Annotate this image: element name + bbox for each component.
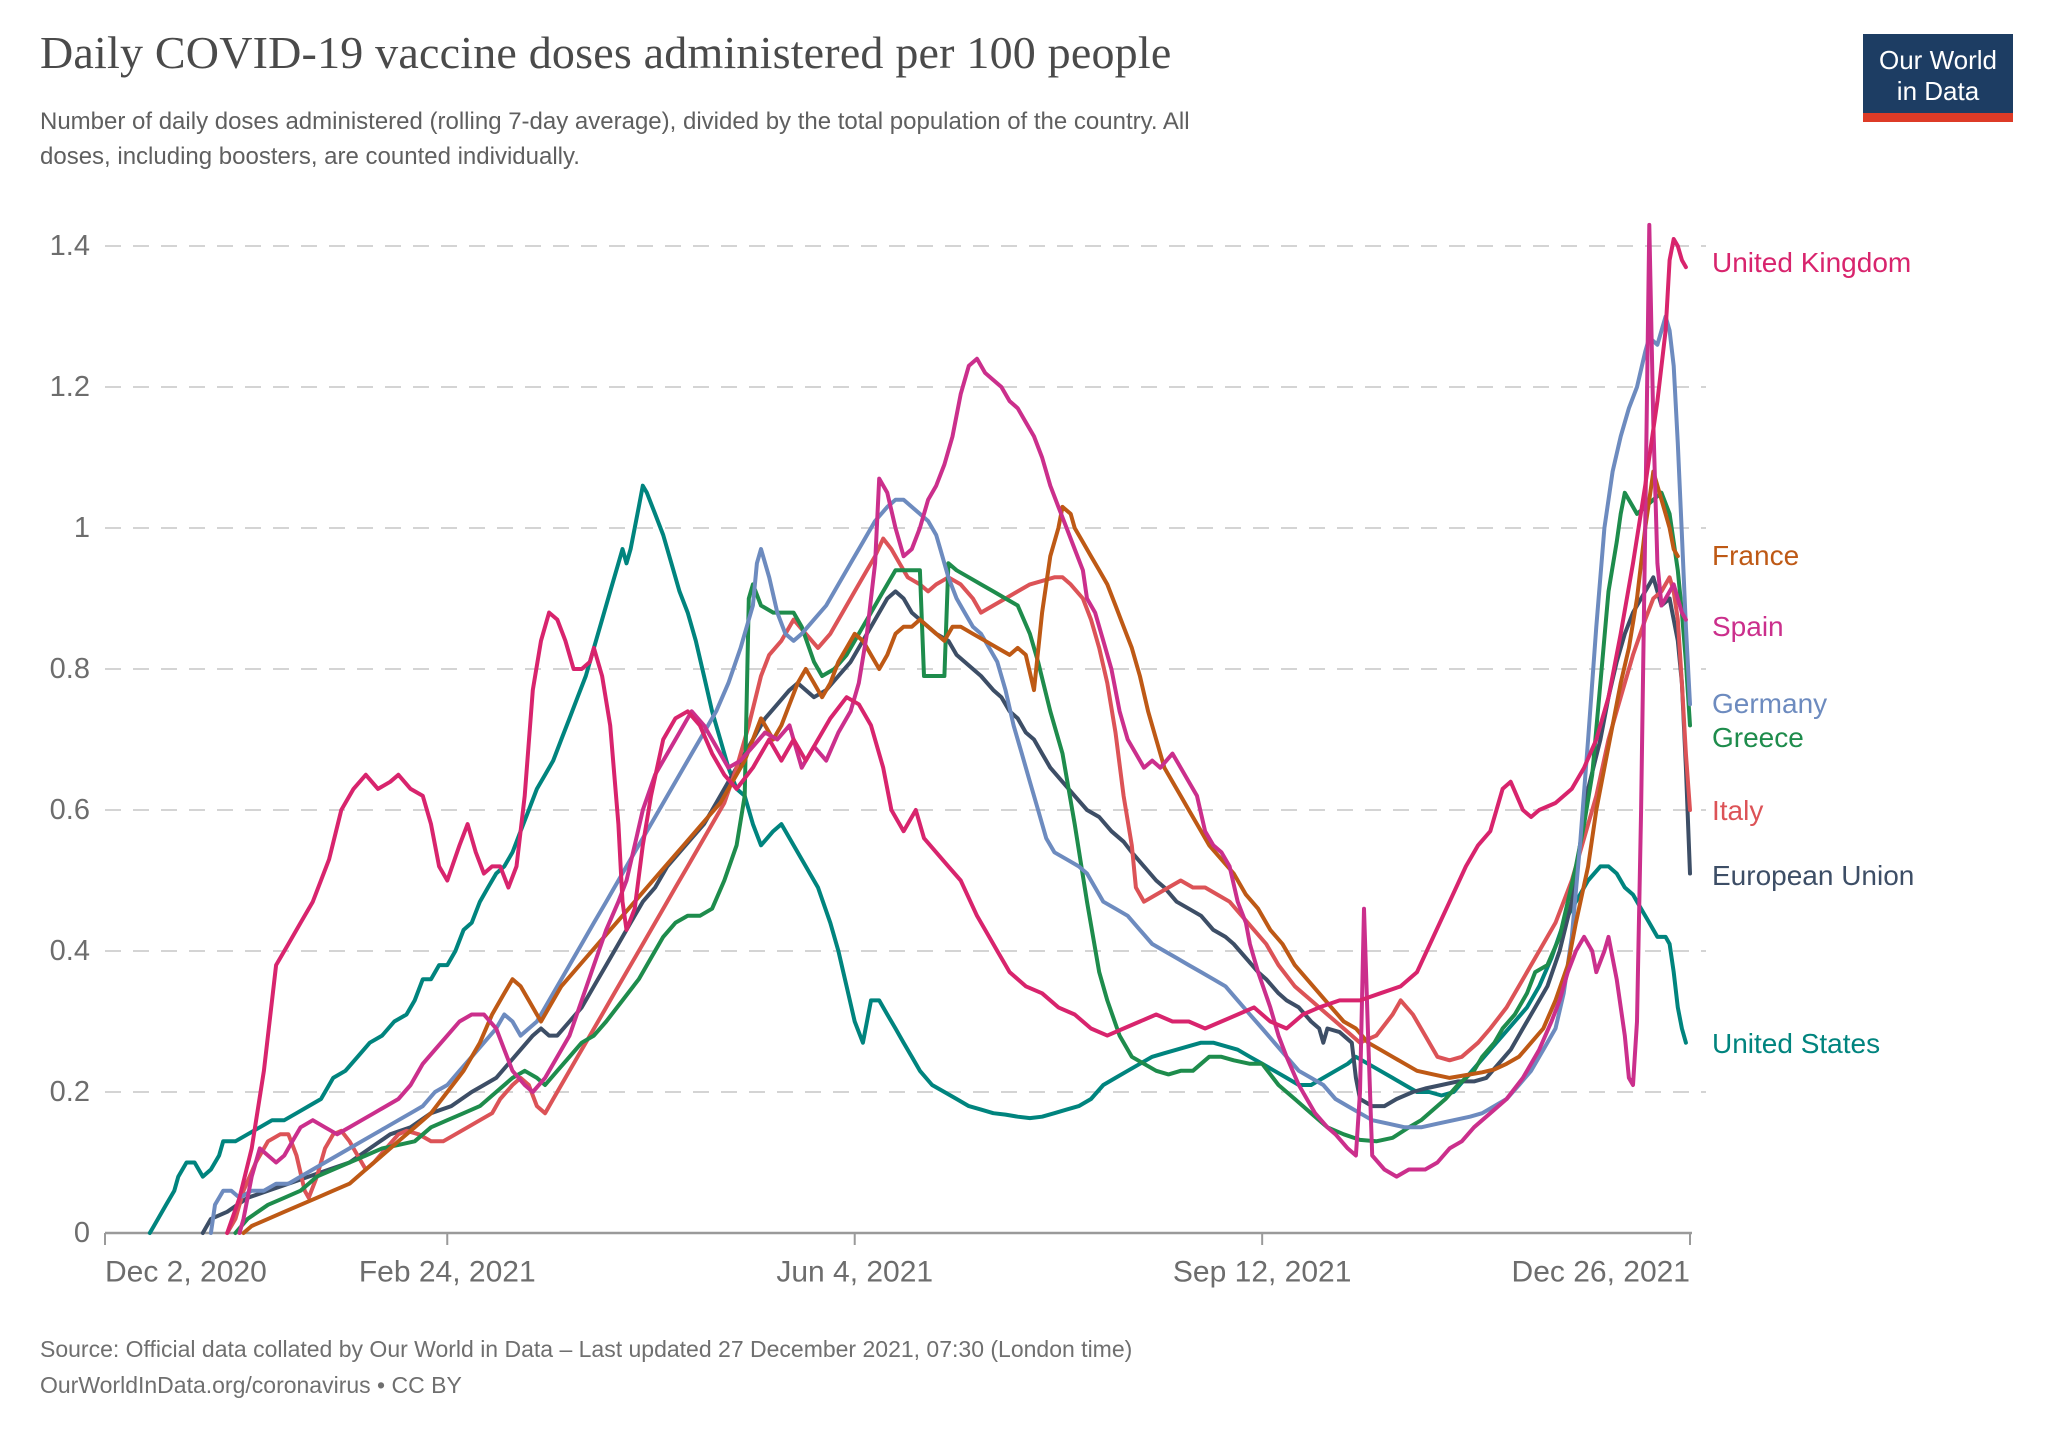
series-line-italy[interactable] (225, 536, 1692, 1235)
owid-logo-red-bar (1863, 113, 2013, 122)
legend-label-greece[interactable]: Greece (1712, 722, 1804, 753)
series-line-united-kingdom[interactable] (225, 237, 1688, 1235)
series-line-france[interactable] (241, 469, 1680, 1235)
owid-logo[interactable]: Our World in Data (1863, 34, 2013, 122)
owid-coronavirus-link[interactable]: OurWorldInData.org/coronavirus (40, 1372, 371, 1398)
x-axis-tick-label: Dec 26, 2021 (1512, 1256, 1690, 1289)
y-axis-tick-label: 0.8 (50, 653, 90, 685)
y-axis-tick-label: 1.4 (50, 230, 90, 262)
x-axis-tick-label: Feb 24, 2021 (359, 1256, 536, 1289)
legend-label-spain[interactable]: Spain (1712, 611, 1784, 642)
y-axis-tick-label: 0.6 (50, 794, 90, 826)
y-axis-tick-label: 0.2 (50, 1076, 90, 1108)
source-note: Source: Official data collated by Our Wo… (40, 1336, 1133, 1362)
owid-logo-line1: Our World (1879, 45, 1997, 75)
series-line-spain[interactable] (237, 222, 1688, 1235)
x-axis-tick-label: Dec 2, 2020 (105, 1256, 267, 1289)
owid-logo-line2: in Data (1896, 76, 1980, 106)
series-line-greece[interactable] (233, 490, 1692, 1235)
x-axis-tick-label: Sep 12, 2021 (1173, 1256, 1352, 1289)
x-axis-tick-label: Jun 4, 2021 (776, 1256, 933, 1289)
legend-label-italy[interactable]: Italy (1712, 795, 1764, 826)
footer-license-line: OurWorldInData.org/coronavirus • CC BY (40, 1372, 462, 1399)
legend-label-united-kingdom[interactable]: United Kingdom (1712, 247, 1912, 278)
y-axis-tick-label: 0 (74, 1217, 90, 1249)
page-subtitle-line1: Number of daily doses administered (roll… (40, 108, 1190, 135)
legend-label-european-union[interactable]: European Union (1712, 860, 1915, 891)
page-subtitle-line2: doses, including boosters, are counted i… (40, 143, 580, 170)
series-line-united-states[interactable] (147, 483, 1688, 1235)
series-line-european-union[interactable] (200, 575, 1692, 1235)
page-subtitle: Number of daily doses administered (roll… (40, 104, 1340, 174)
y-axis-tick-label: 1.2 (50, 371, 90, 403)
legend-label-france[interactable]: France (1712, 540, 1800, 571)
page-title: Daily COVID-19 vaccine doses administere… (40, 27, 1172, 78)
legend-label-united-states[interactable]: United States (1712, 1028, 1881, 1059)
y-axis-tick-label: 0.4 (50, 935, 90, 967)
legend-label-germany[interactable]: Germany (1712, 688, 1828, 719)
y-axis-tick-label: 1 (74, 512, 90, 544)
license-text: • CC BY (370, 1372, 462, 1398)
